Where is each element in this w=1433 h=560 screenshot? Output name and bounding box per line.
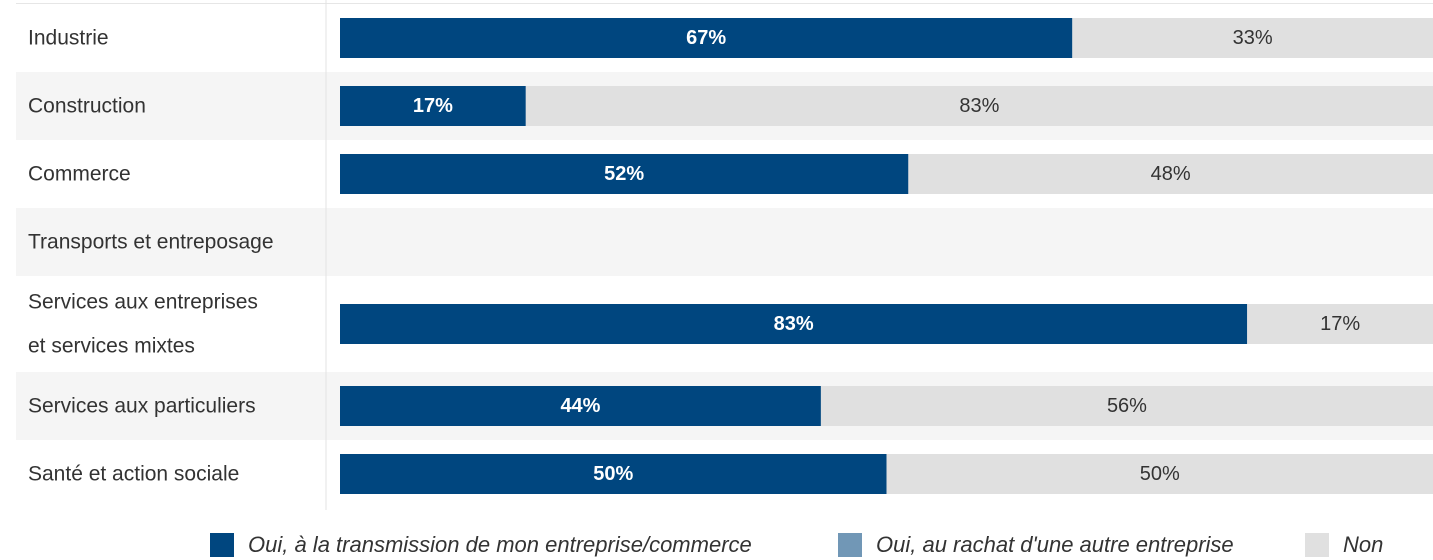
bar-segment — [1072, 18, 1433, 58]
bar-segment — [525, 86, 1433, 126]
bar-data-label: 17% — [413, 95, 453, 117]
bar-segment — [340, 386, 821, 426]
category-label: Santé et action sociale — [28, 463, 239, 486]
row-band — [16, 208, 1433, 276]
bar-segment — [340, 86, 526, 126]
legend-swatch — [1305, 533, 1329, 557]
category-label: Services aux particuliers — [28, 395, 256, 418]
legend-label: Oui, au rachat d'une autre entreprise — [876, 532, 1234, 557]
bar-data-label: 56% — [1107, 395, 1147, 417]
bar-segment — [340, 304, 1248, 344]
legend-label: Non — [1343, 532, 1384, 557]
bar-data-label: 83% — [774, 313, 814, 335]
category-label: Construction — [28, 95, 146, 118]
legend-item: Non — [1305, 530, 1383, 560]
bar-segment — [1247, 304, 1433, 344]
chart-legend: Oui, à la transmission de mon entreprise… — [0, 530, 1433, 560]
category-label: Services aux entreprises et services mixt… — [28, 291, 258, 358]
bar-data-label: 52% — [604, 163, 644, 185]
category-label: Industrie — [28, 27, 109, 50]
legend-item: Oui, au rachat d'une autre entreprise — [838, 530, 1234, 560]
bar-data-label: 48% — [1151, 163, 1191, 185]
category-label: Transports et entreposage — [28, 231, 274, 254]
bar-segment — [820, 386, 1433, 426]
bar-segment — [886, 454, 1433, 494]
legend-label: Oui, à la transmission de mon entreprise… — [248, 532, 752, 557]
bar-data-label: 67% — [686, 27, 726, 49]
bar-segment — [908, 154, 1433, 194]
bar-data-label: 33% — [1233, 27, 1273, 49]
legend-item: Oui, à la transmission de mon entreprise… — [210, 530, 752, 560]
bar-data-label: 50% — [1140, 463, 1180, 485]
bar-data-label: 83% — [959, 95, 999, 117]
bar-segment — [340, 154, 909, 194]
legend-swatch — [210, 533, 234, 557]
bar-data-label: 44% — [560, 395, 600, 417]
bar-segment — [340, 454, 887, 494]
bar-segment — [340, 18, 1073, 58]
category-label: Commerce — [28, 163, 131, 186]
chart-plot-area: Industrie 67% 33% Construction 17% 83% Commerc… — [16, 0, 1433, 510]
bar-data-label: 50% — [593, 463, 633, 485]
bar-data-label: 17% — [1320, 313, 1360, 335]
legend-swatch — [838, 533, 862, 557]
